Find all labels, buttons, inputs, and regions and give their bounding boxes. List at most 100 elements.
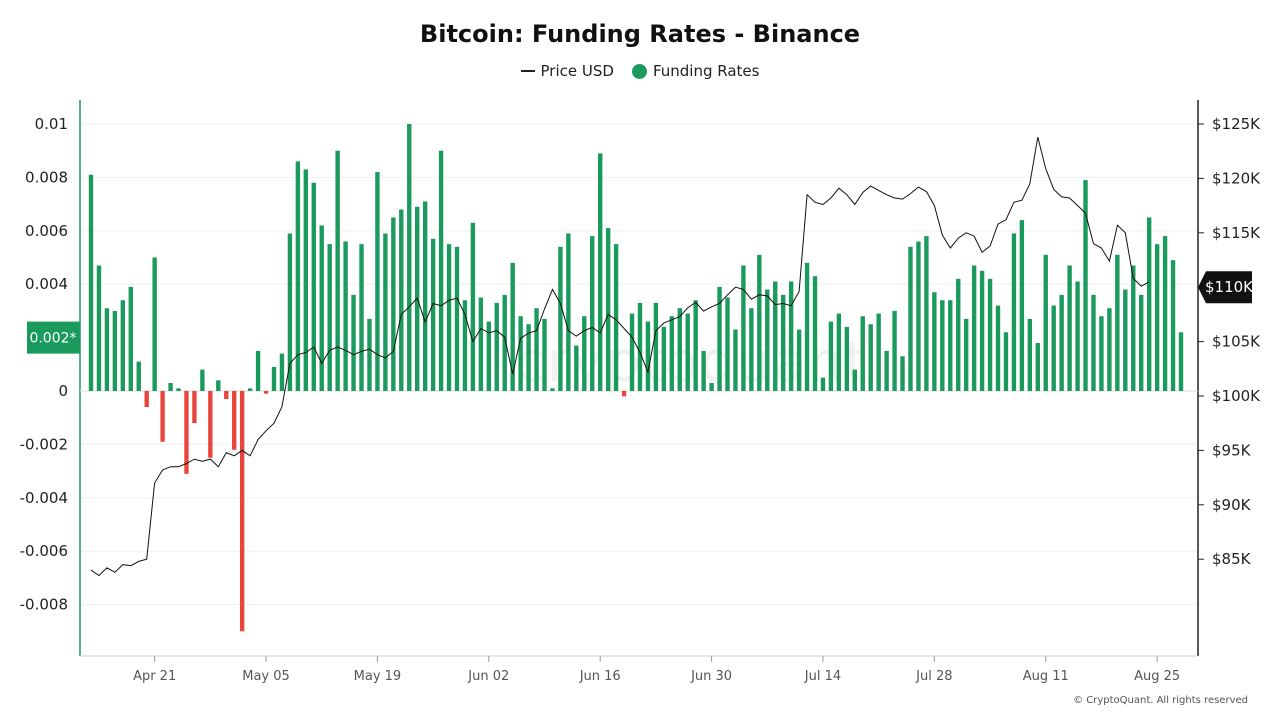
funding-bar [669,316,674,391]
funding-bar [216,380,221,391]
x-tick-label: Jul 28 [915,669,952,684]
funding-bar [1043,254,1048,391]
funding-bar [598,153,603,391]
funding-bar [590,236,595,391]
funding-bar [184,391,189,474]
funding-bar [725,297,730,391]
funding-bar [788,281,794,391]
y-left-tick-label: 0.004 [25,275,68,293]
legend-item-price[interactable]: Price USD [520,62,614,80]
funding-bar [486,321,491,391]
funding-bar [645,321,651,391]
funding-bar [979,270,985,391]
funding-bar [88,174,94,391]
funding-bar [637,302,643,391]
funding-bar [613,244,619,391]
funding-bar [359,244,364,391]
funding-bar [470,222,476,391]
funding-bar [685,313,690,391]
funding-bar [112,310,118,391]
funding-bar [160,391,165,442]
funding-bar [422,201,428,391]
chart-title: Bitcoin: Funding Rates - Binance [419,20,861,48]
funding-bar [232,391,237,450]
funding-bar [653,302,659,391]
funding-bar [446,244,452,391]
funding-bar [96,265,102,391]
price-line [90,136,1150,577]
funding-bar [375,172,380,391]
funding-bar [844,326,850,391]
funding-bar [430,238,436,391]
funding-bar [828,321,834,391]
funding-bar [836,313,842,391]
x-tick-label: Aug 25 [1134,669,1180,684]
funding-bar [1059,294,1064,391]
y-left-tick-label: 0.008 [25,168,68,186]
funding-bar [542,318,547,391]
x-tick-label: Jun 16 [579,669,621,684]
funding-bar [852,369,857,391]
funding-bar [407,124,412,391]
legend-price-label: Price USD [540,62,614,80]
funding-bar [255,350,261,391]
funding-bar [1139,294,1144,391]
funding-bar [1083,180,1088,391]
funding-bar [1123,289,1128,391]
funding-bar [510,262,515,391]
funding-bar [995,305,1001,391]
funding-bar [1051,305,1056,391]
y-right-tick-label: $125K [1212,115,1261,133]
funding-bar [104,308,110,391]
funding-bar [271,366,277,391]
legend-dot-swatch [631,63,647,79]
funding-bar [1115,254,1120,391]
legend-item-funding[interactable]: Funding Rates [631,62,760,80]
funding-bar [940,300,945,391]
funding-bar [383,233,388,391]
y-right-tick-label: $105K [1212,333,1261,351]
funding-bar [1099,316,1104,391]
funding-bar [884,350,889,391]
funding-bar [574,345,579,391]
y-left-tick-label: -0.008 [20,596,68,614]
funding-bar [367,318,372,391]
funding-bar [351,294,356,391]
funding-bar [621,391,627,397]
funding-bar [1035,342,1040,391]
funding-bar [876,313,881,391]
funding-bar [765,289,770,391]
funding-bar [661,326,667,391]
funding-bar [263,391,269,394]
current-price-badge [1198,271,1252,304]
funding-bar [120,300,126,391]
funding-bar [152,257,157,391]
funding-bar [781,294,786,391]
funding-bar [303,169,309,391]
funding-bar [812,276,818,391]
funding-bar [796,329,802,391]
funding-bar [327,244,332,391]
funding-bar [987,278,993,391]
legend-funding-label: Funding Rates [652,62,760,80]
funding-bar [287,233,293,391]
y-left-tick-label: -0.002 [20,435,68,453]
funding-bar [709,382,714,391]
y-right-tick-label: $100K [1212,387,1261,405]
funding-bar [534,308,539,391]
funding-bar [558,246,563,391]
funding-bar [701,350,706,391]
x-tick-label: Apr 21 [133,669,176,684]
x-tick-label: May 19 [354,669,402,684]
x-tick-label: Jun 02 [467,669,509,684]
funding-bar [868,324,873,391]
funding-bar [526,324,531,391]
funding-bar [550,388,555,391]
funding-bar [1075,281,1080,391]
funding-bar [741,265,746,391]
funding-bar [749,308,754,391]
current-price-label: $110K [1205,278,1254,296]
x-tick-label: Jul 14 [804,669,841,684]
funding-bar [677,308,682,391]
